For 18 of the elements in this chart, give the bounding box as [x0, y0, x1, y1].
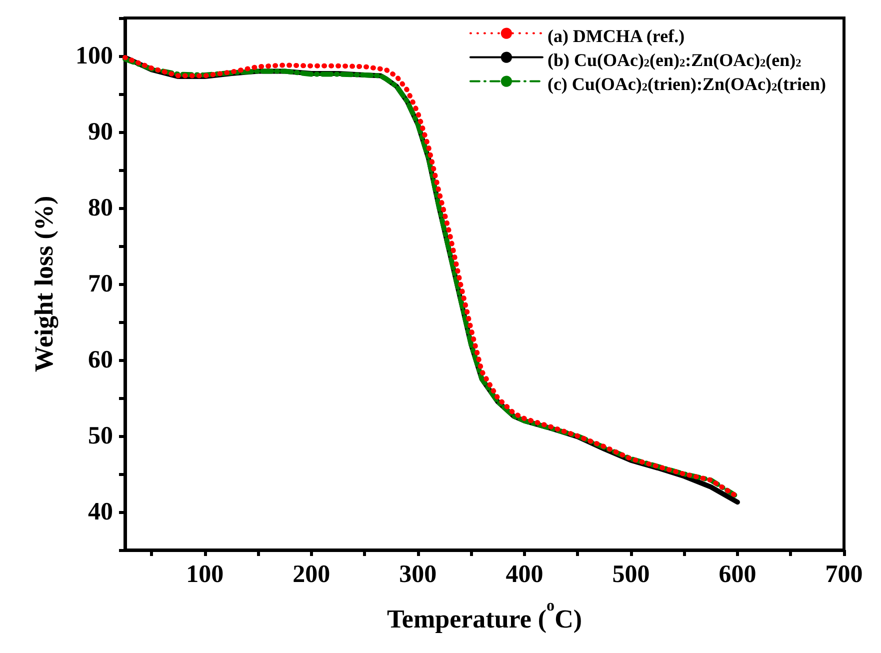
- y-tick-label: 90: [88, 118, 113, 146]
- x-tick-label: 600: [718, 561, 756, 588]
- y-tick-label: 80: [88, 194, 113, 222]
- y-tick-label: 70: [88, 270, 113, 298]
- x-tick-label: 500: [612, 561, 650, 588]
- x-tick-label: 400: [506, 561, 544, 588]
- x-tick-label: 200: [292, 561, 330, 588]
- y-tick-label: 60: [88, 346, 113, 374]
- x-tick-label: 700: [825, 561, 863, 588]
- legend-label: (b) Cu(OAc)2(en)2:Zn(OAc)2(en)2: [547, 50, 802, 70]
- legend-label: (c) Cu(OAc)2(trien):Zn(OAc)2(trien): [547, 74, 826, 94]
- legend-label: (a) DMCHA (ref.): [547, 26, 685, 46]
- x-tick-label: 100: [186, 561, 224, 588]
- y-tick-label: 40: [88, 498, 113, 526]
- x-tick-label: 300: [399, 561, 437, 588]
- y-tick-label: 50: [88, 422, 113, 450]
- y-tick-label: 100: [76, 42, 113, 70]
- y-axis-title: Weight loss (%): [30, 196, 58, 372]
